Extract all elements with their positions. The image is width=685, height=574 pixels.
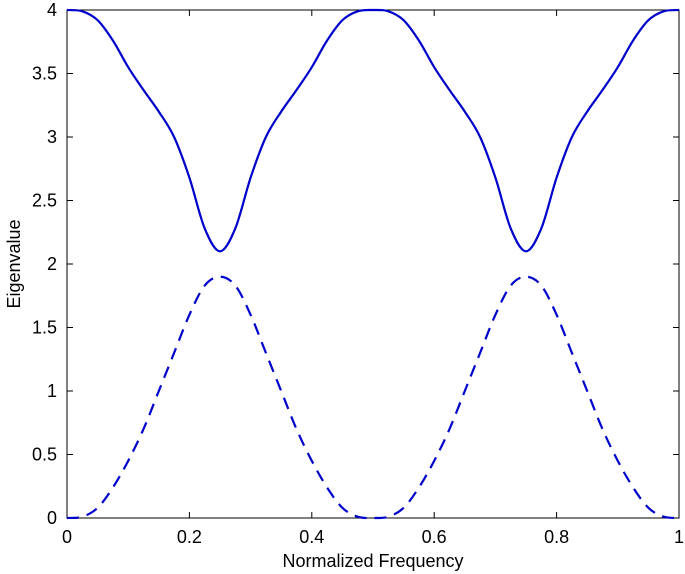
y-tick-label: 0.5 <box>32 445 57 465</box>
y-tick-label: 2.5 <box>32 191 57 211</box>
solid-series-line <box>66 8 680 253</box>
y-tick-label: 2 <box>47 254 57 274</box>
dashed-series-line <box>66 275 680 520</box>
x-tick-label: 1 <box>674 527 684 547</box>
x-tick-label: 0.2 <box>177 527 202 547</box>
x-axis-title: Normalized Frequency <box>282 551 463 571</box>
x-tick-label: 0.6 <box>422 527 447 547</box>
y-tick-label: 0 <box>47 508 57 528</box>
y-tick-label: 4 <box>47 0 57 20</box>
y-tick-label: 1 <box>47 381 57 401</box>
x-axis-ticks: 0 0.2 0.4 0.6 0.8 1 <box>62 10 684 547</box>
y-axis-title: Eigenvalue <box>4 219 24 308</box>
y-tick-label: 3 <box>47 127 57 147</box>
plot-area-frame <box>66 9 680 519</box>
y-axis-ticks: 0 0.5 1 1.5 2 2.5 3 3.5 4 <box>32 0 679 528</box>
y-tick-label: 3.5 <box>32 64 57 84</box>
x-tick-label: 0 <box>62 527 72 547</box>
x-tick-label: 0.4 <box>299 527 324 547</box>
y-tick-label: 1.5 <box>32 318 57 338</box>
series-layer <box>66 8 680 520</box>
x-tick-label: 0.8 <box>544 527 569 547</box>
